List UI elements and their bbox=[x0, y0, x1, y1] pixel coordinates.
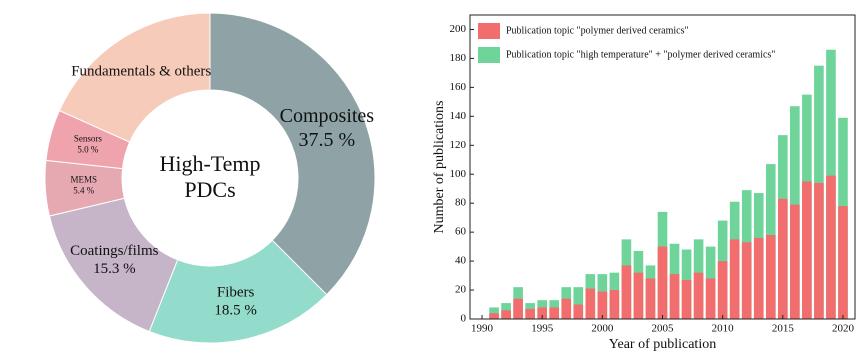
bar bbox=[753, 237, 764, 319]
bar bbox=[790, 204, 800, 319]
bar bbox=[729, 239, 740, 319]
x-tick-label: 2005 bbox=[652, 323, 675, 335]
bar bbox=[657, 246, 668, 319]
bar bbox=[501, 310, 511, 319]
bar bbox=[802, 181, 812, 319]
bar bbox=[489, 313, 499, 319]
bar bbox=[765, 235, 776, 319]
segment-value-label: 5.0 % bbox=[77, 144, 99, 154]
bar bbox=[693, 272, 704, 319]
donut-segment bbox=[58, 12, 211, 143]
x-tick-label: 2010 bbox=[712, 323, 735, 335]
segment-label: Sensors bbox=[74, 134, 102, 144]
bar bbox=[705, 278, 716, 319]
legend-swatch bbox=[478, 47, 500, 63]
y-tick-label: 60 bbox=[455, 226, 467, 238]
bar bbox=[669, 274, 680, 319]
bar bbox=[826, 175, 836, 319]
x-axis-label: Year of publication bbox=[609, 337, 716, 352]
segment-value-label: 37.5 % bbox=[299, 129, 356, 151]
bar bbox=[633, 272, 644, 319]
bar bbox=[573, 304, 584, 319]
y-tick-label: 200 bbox=[450, 23, 467, 35]
bar bbox=[549, 307, 560, 319]
bar bbox=[814, 182, 824, 319]
bar bbox=[585, 288, 596, 319]
legend-swatch bbox=[478, 23, 500, 39]
y-tick-label: 0 bbox=[461, 313, 467, 325]
segment-label: Composites bbox=[280, 105, 375, 127]
bar bbox=[621, 265, 632, 319]
x-tick-label: 2015 bbox=[772, 323, 795, 335]
y-tick-label: 160 bbox=[450, 81, 467, 93]
legend-label: Publication topic "polymer derived ceram… bbox=[506, 25, 689, 36]
bar bbox=[609, 290, 620, 319]
bar bbox=[717, 261, 728, 319]
donut-segment bbox=[209, 12, 376, 296]
y-tick-label: 40 bbox=[455, 255, 467, 267]
segment-label: Coatings/films bbox=[70, 243, 159, 259]
y-tick-label: 20 bbox=[455, 284, 467, 296]
segment-label: Fibers bbox=[217, 284, 255, 300]
segment-value-label: 15.3 % bbox=[93, 261, 136, 277]
bar bbox=[573, 287, 584, 319]
y-tick-label: 180 bbox=[450, 52, 467, 64]
x-tick-label: 2000 bbox=[591, 323, 614, 335]
center-label: High-Temp bbox=[159, 151, 260, 176]
bar bbox=[561, 298, 572, 319]
x-tick-label: 1990 bbox=[471, 323, 494, 335]
segment-label: MEMS bbox=[70, 175, 97, 185]
bar bbox=[537, 307, 547, 319]
segment-label: Fundamentals & others bbox=[71, 63, 211, 79]
x-tick-label: 1995 bbox=[531, 323, 554, 335]
y-tick-label: 80 bbox=[455, 197, 467, 209]
bar bbox=[838, 206, 848, 319]
center-label: PDCs bbox=[184, 177, 235, 202]
y-axis-label: Number of publications bbox=[432, 101, 447, 234]
bar bbox=[525, 308, 535, 319]
legend-label: Publication topic "high temperature" + "… bbox=[506, 49, 775, 60]
x-tick-label: 2020 bbox=[832, 323, 855, 335]
y-tick-label: 120 bbox=[450, 139, 467, 151]
y-tick-label: 100 bbox=[450, 168, 467, 180]
bar bbox=[645, 278, 656, 319]
bar bbox=[597, 291, 608, 319]
donut-hole bbox=[123, 91, 297, 265]
segment-value-label: 5.4 % bbox=[73, 185, 95, 195]
bar bbox=[681, 279, 692, 319]
bar bbox=[741, 242, 752, 319]
y-tick-label: 140 bbox=[450, 110, 467, 122]
bar bbox=[778, 198, 788, 319]
bar bbox=[513, 298, 523, 319]
segment-value-label: 18.5 % bbox=[214, 302, 257, 318]
